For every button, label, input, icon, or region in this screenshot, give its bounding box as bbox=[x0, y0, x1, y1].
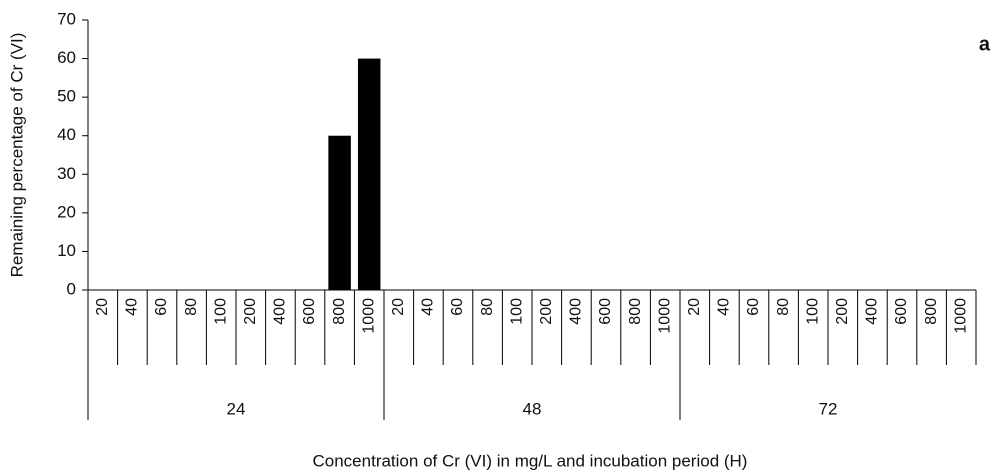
x-tick-label: 80 bbox=[775, 298, 792, 316]
x-tick-label: 1000 bbox=[656, 298, 673, 334]
y-tick-label: 10 bbox=[57, 241, 76, 260]
bar bbox=[357, 58, 381, 291]
x-tick-label: 600 bbox=[893, 298, 910, 325]
x-tick-label: 100 bbox=[508, 298, 525, 325]
x-tick-label: 40 bbox=[124, 298, 141, 316]
x-tick-label: 80 bbox=[183, 298, 200, 316]
x-tick-label: 1000 bbox=[360, 298, 377, 334]
y-tick-label: 20 bbox=[57, 202, 76, 221]
annotation: a bbox=[979, 33, 991, 55]
x-tick-label: 60 bbox=[745, 298, 762, 316]
y-tick-label: 70 bbox=[57, 9, 76, 28]
x-tick-label: 20 bbox=[686, 298, 703, 316]
x-tick-label: 20 bbox=[390, 298, 407, 316]
x-tick-label: 1000 bbox=[952, 298, 969, 334]
x-tick-label: 400 bbox=[272, 298, 289, 325]
x-tick-label: 200 bbox=[538, 298, 555, 325]
x-tick-label: 200 bbox=[834, 298, 851, 325]
x-tick-label: 800 bbox=[331, 298, 348, 325]
y-tick-label: 50 bbox=[57, 87, 76, 106]
group-label: 24 bbox=[227, 399, 246, 418]
x-tick-label: 200 bbox=[242, 298, 259, 325]
x-tick-label: 400 bbox=[864, 298, 881, 325]
x-tick-label: 40 bbox=[716, 298, 733, 316]
x-axis-label: Concentration of Cr (VI) in mg/L and inc… bbox=[313, 451, 748, 470]
x-tick-label: 100 bbox=[212, 298, 229, 325]
x-tick-label: 60 bbox=[153, 298, 170, 316]
x-tick-label: 800 bbox=[923, 298, 940, 325]
x-tick-label: 60 bbox=[449, 298, 466, 316]
y-axis-label: Remaining percentage of Cr (VI) bbox=[7, 33, 26, 278]
x-tick-label: 400 bbox=[568, 298, 585, 325]
x-tick-label: 800 bbox=[627, 298, 644, 325]
group-label: 48 bbox=[523, 399, 542, 418]
y-tick-label: 40 bbox=[57, 125, 76, 144]
y-tick-label: 30 bbox=[57, 164, 76, 183]
group-label: 72 bbox=[819, 399, 838, 418]
x-tick-label: 80 bbox=[479, 298, 496, 316]
x-tick-label: 600 bbox=[301, 298, 318, 325]
y-tick-label: 60 bbox=[57, 48, 76, 67]
x-tick-label: 20 bbox=[94, 298, 111, 316]
bar bbox=[328, 135, 351, 290]
y-tick-label: 0 bbox=[67, 279, 76, 298]
x-tick-label: 40 bbox=[420, 298, 437, 316]
x-tick-label: 100 bbox=[804, 298, 821, 325]
x-tick-label: 600 bbox=[597, 298, 614, 325]
